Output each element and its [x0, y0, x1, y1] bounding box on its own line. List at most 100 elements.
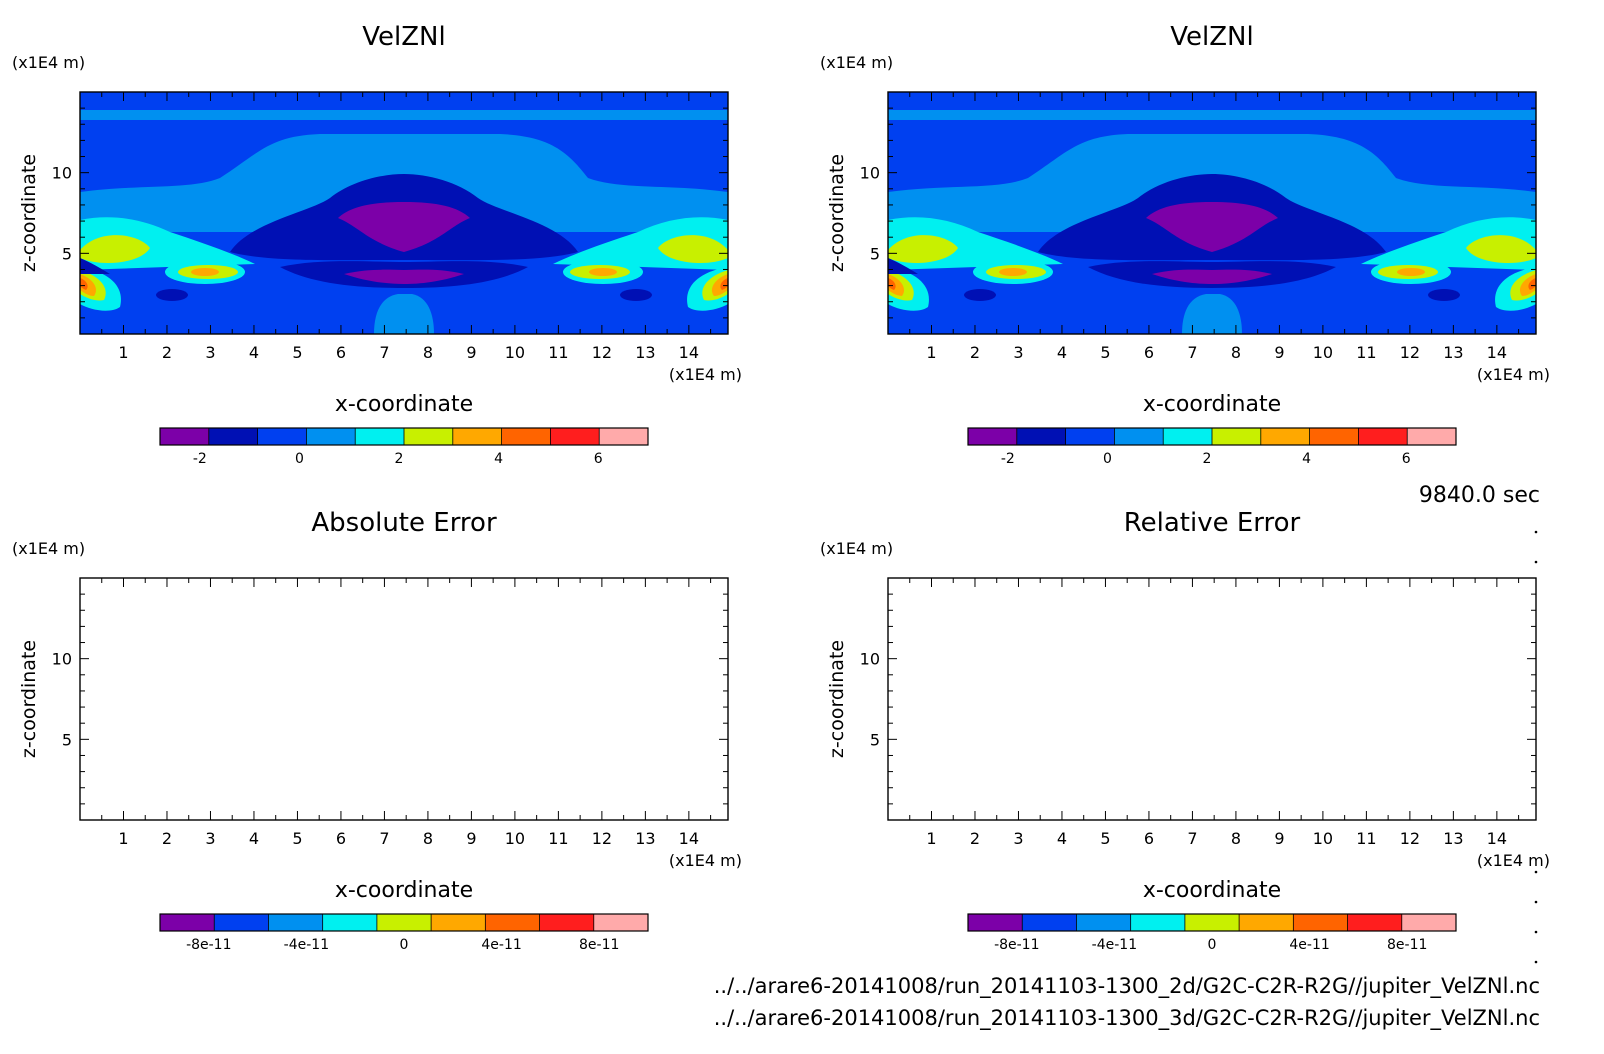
x-tick-label: 7: [379, 343, 389, 362]
margin-dots: [1534, 530, 1538, 964]
x-tick-label: 7: [1187, 343, 1197, 362]
colorbar-frame: [967, 913, 1457, 932]
chart-panel-absolute-error: Absolute Error (x1E4 m) (x1E4 m) x-coordina…: [12, 508, 742, 953]
x-tick-label: 10: [1313, 829, 1333, 848]
x-tick-label: 10: [1313, 343, 1333, 362]
y-tick-label: 10: [860, 650, 880, 669]
colorbar-tick-label: 4e-11: [1289, 937, 1329, 953]
y-axis-unit: (x1E4 m): [820, 539, 893, 558]
y-tick-label: 5: [62, 244, 72, 263]
colorbar-swatch: [1293, 914, 1349, 931]
x-tick-label: 9: [466, 829, 476, 848]
x-tick-label: 2: [970, 343, 980, 362]
x-axis-label: x-coordinate: [1143, 392, 1281, 417]
x-tick-label: 11: [548, 343, 568, 362]
y-axis-unit: (x1E4 m): [12, 539, 85, 558]
y-tick-label: 10: [52, 164, 72, 183]
y-tick-label: 10: [52, 650, 72, 669]
colorbar-swatch: [968, 428, 1018, 445]
colorbar-tick-label: -8e-11: [186, 937, 231, 953]
colorbar-tick-label: -8e-11: [994, 937, 1039, 953]
x-tick-label: 1: [118, 829, 128, 848]
colorbar-swatch: [355, 428, 405, 445]
x-axis-unit: (x1E4 m): [1477, 365, 1550, 384]
colorbar-tick-label: 6: [1402, 451, 1411, 467]
colorbar-swatch: [1401, 914, 1457, 931]
colorbar-swatch: [539, 914, 595, 931]
y-tick-label: 5: [62, 730, 72, 749]
x-tick-label: 9: [466, 343, 476, 362]
plot-frame: [79, 577, 729, 821]
x-tick-label: 14: [1487, 829, 1507, 848]
x-tick-label: 1: [926, 829, 936, 848]
chart-title: Absolute Error: [311, 508, 497, 538]
y-tick-label: 5: [870, 730, 880, 749]
colorbar-swatch: [593, 914, 649, 931]
colorbar-swatch: [1239, 914, 1294, 931]
colorbar-tick-label: 8e-11: [1387, 937, 1427, 953]
colorbar-tick-label: -2: [1001, 451, 1015, 467]
x-tick-label: 14: [1487, 343, 1507, 362]
colorbar-tick-label: 2: [1203, 451, 1212, 467]
y-axis-label: z-coordinate: [826, 640, 848, 758]
x-tick-label: 10: [505, 829, 525, 848]
colorbar-swatch: [1016, 428, 1067, 445]
colorbar-frame: [159, 913, 649, 932]
colorbar-swatch: [1212, 428, 1262, 445]
x-tick-label: 14: [679, 343, 699, 362]
x-tick-label: 13: [1443, 829, 1463, 848]
y-axis-unit: (x1E4 m): [12, 53, 85, 72]
contour-field-velznl-left: [80, 92, 728, 334]
y-axis-label: z-coordinate: [826, 154, 848, 272]
x-tick-label: 6: [336, 343, 346, 362]
plot-frame: [887, 577, 1537, 821]
colorbar-swatch: [1358, 428, 1408, 445]
colorbar-swatch: [160, 428, 210, 445]
x-tick-label: 8: [423, 343, 433, 362]
y-axis-unit: (x1E4 m): [820, 53, 893, 72]
colorbar-tick-label: 0: [1208, 937, 1217, 953]
colorbar-swatch: [431, 914, 486, 931]
x-tick-label: 12: [1400, 343, 1420, 362]
colorbar-tick-label: 6: [594, 451, 603, 467]
file-path-2d: ../../arare6-20141008/run_20141103-1300_…: [714, 974, 1540, 999]
file-path-3d: ../../arare6-20141008/run_20141103-1300_…: [714, 1006, 1540, 1031]
x-tick-label: 7: [379, 829, 389, 848]
colorbar-swatch: [404, 428, 454, 445]
colorbar-tick-label: 8e-11: [579, 937, 619, 953]
x-tick-label: 13: [635, 343, 655, 362]
x-tick-label: 5: [1100, 829, 1110, 848]
x-tick-label: 4: [249, 343, 259, 362]
x-axis-unit: (x1E4 m): [669, 851, 742, 870]
colorbar-frame: [967, 427, 1457, 446]
colorbar-swatch: [1114, 428, 1164, 445]
x-tick-label: 12: [592, 829, 612, 848]
colorbar-swatch: [968, 914, 1023, 931]
chart-panel-velznl-right: VelZNl (x1E4 m) (x1E4 m) x-coordinate z-coor…: [820, 22, 1550, 467]
plot-frame: [887, 91, 1537, 335]
colorbar-swatch: [306, 428, 356, 445]
x-tick-label: 14: [679, 829, 699, 848]
colorbar-swatch: [550, 428, 600, 445]
colorbar-frame: [159, 427, 649, 446]
x-tick-label: 2: [970, 829, 980, 848]
colorbar-swatch: [1260, 428, 1311, 445]
x-axis-unit: (x1E4 m): [1477, 851, 1550, 870]
x-tick-label: 13: [1443, 343, 1463, 362]
x-tick-label: 11: [548, 829, 568, 848]
colorbar-tick-label: 0: [400, 937, 409, 953]
x-tick-label: 2: [162, 343, 172, 362]
x-axis-label: x-coordinate: [1143, 878, 1281, 903]
colorbar-swatch: [1065, 428, 1115, 445]
x-tick-label: 11: [1356, 343, 1376, 362]
x-tick-label: 2: [162, 829, 172, 848]
chart-title: VelZNl: [1170, 22, 1253, 52]
x-tick-label: 5: [292, 343, 302, 362]
x-tick-label: 8: [1231, 829, 1241, 848]
x-tick-label: 3: [205, 343, 215, 362]
time-label: 9840.0 sec: [1419, 483, 1540, 508]
colorbar-swatch: [452, 428, 503, 445]
colorbar-swatch: [485, 914, 541, 931]
x-tick-label: 9: [1274, 343, 1284, 362]
y-axis-label: z-coordinate: [18, 154, 40, 272]
